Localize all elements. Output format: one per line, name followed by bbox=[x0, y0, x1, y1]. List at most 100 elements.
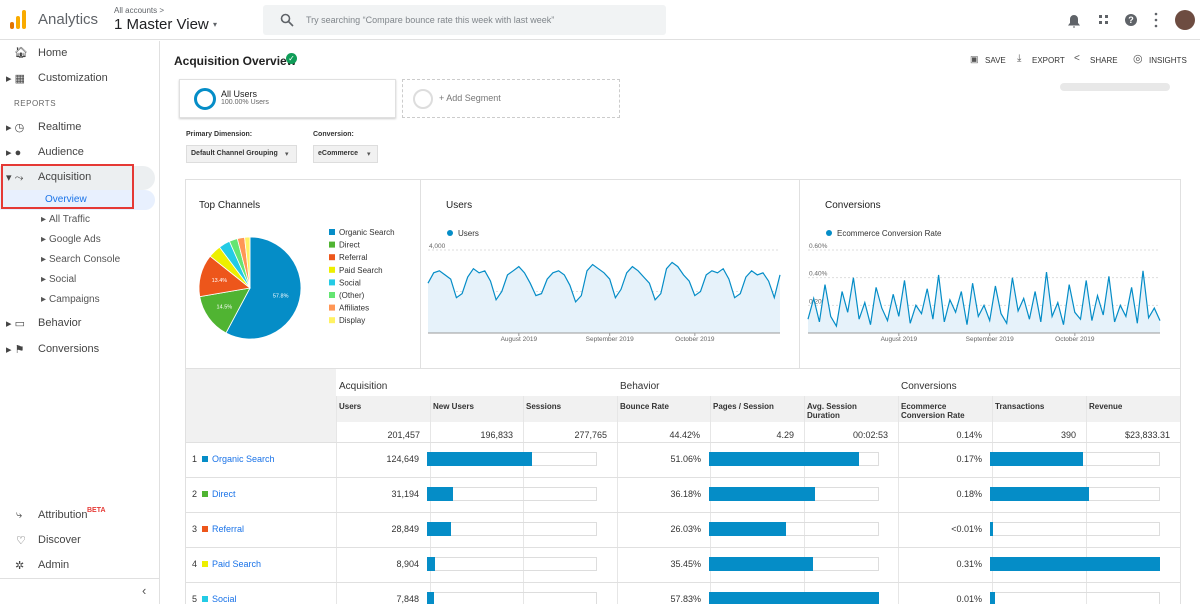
segment-share: 100.00% Users bbox=[221, 99, 269, 106]
pie-slice bbox=[244, 236, 251, 289]
channel-link[interactable]: Direct bbox=[212, 489, 236, 499]
column-header: Users bbox=[339, 402, 362, 411]
search-box[interactable] bbox=[263, 5, 666, 35]
verified-icon: ✓ bbox=[286, 53, 297, 64]
nav-item[interactable]: Discover bbox=[38, 534, 81, 546]
nav-subitem[interactable]: All Traffic bbox=[49, 214, 90, 225]
col-divider bbox=[617, 396, 618, 604]
total-value: 00:02:53 bbox=[852, 430, 888, 440]
divider bbox=[420, 179, 421, 369]
x-tick-label: September 2019 bbox=[586, 336, 634, 343]
action-insights[interactable]: INSIGHTS bbox=[1149, 56, 1187, 65]
nav-item[interactable]: Attribution bbox=[38, 509, 88, 521]
nav-icon: ▸ ◷ bbox=[6, 122, 25, 134]
users-value: 28,849 bbox=[391, 524, 419, 534]
action-icons: ⤓ bbox=[1017, 53, 1022, 64]
column-header: Transactions bbox=[995, 402, 1045, 411]
bar bbox=[709, 522, 786, 536]
row-rank: 3 bbox=[192, 524, 198, 534]
nav-item[interactable]: Audience bbox=[38, 146, 84, 158]
legend-swatch bbox=[329, 266, 335, 273]
nav-subitem[interactable]: Social bbox=[49, 274, 77, 285]
caret: ▾ bbox=[367, 151, 371, 158]
nav-subitem[interactable]: Google Ads bbox=[49, 234, 101, 245]
group-header: Acquisition bbox=[339, 381, 388, 392]
total-value: 196,833 bbox=[480, 430, 513, 440]
top-bar bbox=[0, 0, 1200, 40]
bar bbox=[990, 557, 1160, 571]
active-item-bg bbox=[0, 190, 155, 210]
total-value: 277,765 bbox=[574, 430, 607, 440]
header-bg bbox=[336, 396, 1180, 422]
nav-item[interactable]: Acquisition bbox=[38, 171, 92, 183]
legend-swatch bbox=[329, 241, 335, 248]
conversion-rate-value: 0.17% bbox=[956, 454, 982, 464]
legend-swatch bbox=[329, 317, 335, 324]
legend-label: Social bbox=[339, 278, 361, 287]
total-value: 4.29 bbox=[776, 430, 794, 440]
y-tick-label: 0.60% bbox=[809, 243, 828, 250]
bar-track bbox=[427, 557, 597, 571]
nav-item[interactable]: Customization bbox=[38, 72, 108, 84]
conversion-rate-value: 0.01% bbox=[956, 594, 982, 604]
beta-badge: BETA bbox=[87, 507, 106, 514]
nav-icon: ▸ ▭ bbox=[6, 318, 25, 330]
nav-subitem[interactable]: Search Console bbox=[49, 254, 121, 265]
channel-link[interactable]: Paid Search bbox=[212, 559, 262, 569]
x-tick-label: September 2019 bbox=[966, 336, 1014, 343]
legend-label: Affiliates bbox=[339, 304, 369, 313]
channel-link[interactable]: Organic Search bbox=[212, 454, 275, 464]
bar bbox=[990, 592, 996, 604]
legend-dot bbox=[826, 230, 832, 236]
nav-icon: ⤷ bbox=[16, 509, 23, 521]
nav-caret: ▸ bbox=[41, 254, 47, 265]
pie-slice bbox=[225, 236, 302, 340]
chart-title: Top Channels bbox=[199, 200, 260, 211]
action-save[interactable]: SAVE bbox=[985, 56, 1006, 65]
column-header: Sessions bbox=[526, 402, 562, 411]
chart-title: Conversions bbox=[825, 200, 881, 211]
total-value: 390 bbox=[1060, 430, 1076, 440]
breadcrumb[interactable]: All accounts > bbox=[114, 6, 165, 15]
bar bbox=[709, 487, 816, 501]
conversion-select[interactable] bbox=[313, 145, 378, 163]
nav-subitem[interactable]: Campaigns bbox=[49, 294, 100, 305]
line bbox=[807, 270, 1161, 328]
search-placeholder: Try searching “Compare bounce rate this … bbox=[306, 15, 555, 25]
action-share[interactable]: SHARE bbox=[1090, 56, 1118, 65]
nav-item[interactable]: Admin bbox=[38, 559, 70, 571]
action-export[interactable]: EXPORT bbox=[1032, 56, 1065, 65]
bar bbox=[709, 557, 814, 571]
nav-icon: ▸ ⚑ bbox=[6, 344, 25, 356]
view-selector[interactable]: 1 Master View bbox=[114, 16, 209, 33]
column-header: New Users bbox=[433, 402, 474, 411]
total-value: $23,833.31 bbox=[1124, 430, 1170, 440]
nav-subitem[interactable]: Overview bbox=[45, 194, 87, 205]
channel-link[interactable]: Referral bbox=[212, 524, 245, 534]
report-title: Acquisition Overview bbox=[174, 54, 297, 68]
row-rank: 1 bbox=[192, 454, 198, 464]
legend-label: (Other) bbox=[339, 291, 365, 300]
add-segment[interactable] bbox=[402, 79, 620, 118]
bounce-rate-value: 57.83% bbox=[670, 594, 701, 604]
column-header: Avg. Session Duration bbox=[807, 402, 857, 420]
bar bbox=[427, 487, 454, 501]
nav-item[interactable]: Conversions bbox=[38, 343, 100, 355]
nav-caret: ▸ bbox=[41, 294, 47, 305]
nav-item[interactable]: Realtime bbox=[38, 121, 82, 133]
nav-item[interactable]: Behavior bbox=[38, 317, 82, 329]
dimension-select[interactable] bbox=[186, 145, 297, 163]
bar bbox=[990, 452, 1084, 466]
segment-name: All Users bbox=[221, 89, 258, 99]
channel-link[interactable]: Social bbox=[212, 594, 237, 604]
conversion-value: eCommerce bbox=[318, 150, 359, 157]
bar bbox=[990, 487, 1089, 501]
legend-label: Display bbox=[339, 316, 365, 325]
date-range-blurred[interactable] bbox=[1060, 83, 1170, 91]
nav-icon: ▸ ▦ bbox=[6, 73, 25, 85]
x-tick-label: August 2019 bbox=[881, 336, 918, 343]
nav-item[interactable]: Home bbox=[38, 47, 68, 59]
collapse-button[interactable]: ‹ bbox=[142, 583, 147, 598]
